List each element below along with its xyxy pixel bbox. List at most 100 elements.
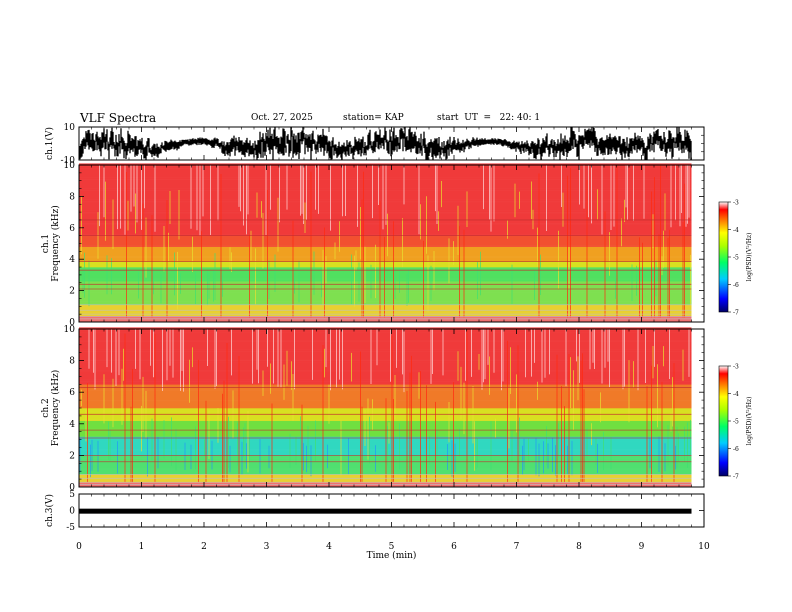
ch2-spectrogram-band <box>79 431 692 434</box>
ch1-spectrogram-band <box>79 191 692 194</box>
ch1-spectrogram-ylabel-channel: ch.1 <box>41 234 51 253</box>
ch1-spectrogram-band <box>79 166 692 169</box>
ch1-spectrogram-band <box>79 320 692 323</box>
ch1-spectrogram-band <box>79 229 692 232</box>
ch2-spectrogram-band <box>79 344 692 347</box>
ch1-spectrogram-quiet-streaks <box>99 165 690 236</box>
ch1-spectrogram-band <box>79 279 692 282</box>
ch1-spectrogram-band <box>79 318 692 321</box>
ch2-spectrogram-band <box>79 333 692 336</box>
ch2-spectrogram-band <box>79 359 692 361</box>
ch1-spectrogram-band <box>79 207 692 210</box>
ch1-spectrogram-band <box>79 262 692 265</box>
ch2-spectrogram-band <box>79 384 692 387</box>
ch2-spectrogram-band <box>79 442 692 445</box>
ch2-spectrogram-band <box>79 360 692 363</box>
xtick-label: 7 <box>514 542 520 552</box>
ch2-spectrogram-band <box>79 398 692 401</box>
ch1-spectrogram-ytick-label: 6 <box>69 224 75 234</box>
ch1-spectrogram-band <box>79 290 692 293</box>
ch1-spectrogram-band <box>79 169 692 172</box>
ch2-spectrogram-band <box>79 363 692 366</box>
ch2-spectrogram-band <box>79 385 692 388</box>
ch1-spectrogram-band <box>79 254 692 257</box>
ch1-spectrogram-band <box>79 245 692 247</box>
ch2-spectrogram-band <box>79 340 692 342</box>
ch1-spectrogram-band <box>79 270 692 273</box>
xtick-label: 6 <box>451 542 457 552</box>
ch2-spectrogram-band <box>79 471 692 474</box>
ch1-spectrogram-band <box>79 303 692 306</box>
ch1-spectrogram-band <box>79 190 692 192</box>
ch2-spectrogram-band <box>79 354 692 357</box>
ch1-spectrogram-band <box>79 193 692 196</box>
ch2-spectrogram-band <box>79 428 692 431</box>
ch1-spectrogram-colorbar <box>718 201 729 313</box>
ch1-spectrogram-ytick-label: 2 <box>69 287 75 297</box>
ch2-spectrogram-colorbar-tick-label: -3 <box>733 364 739 371</box>
ch1-spectrogram-band <box>79 276 692 279</box>
ch1-spectrogram-band <box>79 252 692 255</box>
ch2-spectrogram-yellow-streaks <box>81 346 684 476</box>
ch2-spectrogram-band <box>79 365 692 368</box>
ch2-spectrogram-band <box>79 401 692 404</box>
ch1-spectrogram-band <box>79 293 692 296</box>
ch2-spectrogram-ytick-label: 4 <box>69 420 75 430</box>
ch2-spectrogram-band <box>79 420 692 423</box>
ch2-spectrogram-band <box>79 381 692 384</box>
ch1-spectrogram-band <box>79 183 692 186</box>
ch2-spectrogram-colorbar-label: log(PSD)(V²/Hz) <box>746 397 753 446</box>
ch2-spectrogram-band <box>79 422 692 425</box>
ch2-spectrogram-band <box>79 417 692 420</box>
ch2-spectrogram-band <box>79 403 692 406</box>
ch1-spectrogram-band <box>79 307 692 310</box>
ch2-spectrogram-band <box>79 472 692 475</box>
ch2-spectrogram-band <box>79 485 692 488</box>
ch1-spectrogram-band <box>79 274 692 277</box>
xtick-label: 10 <box>698 542 710 552</box>
ch2-spectrogram-band <box>79 393 692 396</box>
ch1-spectrogram-band <box>79 241 692 244</box>
ch1-spectrogram-band <box>79 227 692 230</box>
ch2-spectrogram-band <box>79 338 692 341</box>
ch2-spectrogram-band <box>79 449 692 451</box>
ch2-spectrogram-band <box>79 411 692 414</box>
ch2-spectrogram-band <box>79 351 692 353</box>
ch2-spectrogram-colorbar-tick-label: -6 <box>733 446 739 453</box>
ch1-spectrogram-band <box>79 219 692 222</box>
ch2-spectrogram-band <box>79 482 692 485</box>
ch2-spectrogram-quiet-streaks <box>88 329 690 393</box>
ch2-spectrogram-band <box>79 362 692 365</box>
ch1-spectrogram-green-streaks <box>82 251 657 307</box>
ch1-spectrogram-band <box>79 281 692 284</box>
ch1-spectrogram-band <box>79 285 692 288</box>
ch2-spectrogram-band <box>79 406 692 409</box>
ch2-spectrogram-band <box>79 379 692 382</box>
ch1-spectrogram-band <box>79 165 692 167</box>
ch1-spectrogram-band <box>79 251 692 254</box>
ch2-spectrogram-band <box>79 455 692 458</box>
ch2-spectrogram-ytick-label: 0 <box>69 483 75 493</box>
ch2-spectrogram-band <box>79 343 692 346</box>
ch1-spectrogram-band <box>79 201 692 203</box>
ch1-spectrogram-band <box>79 243 692 246</box>
ch1-spectrogram-ytick-label: 10 <box>64 161 76 171</box>
ch1-spectrogram-band <box>79 312 692 315</box>
ch1-spectrogram-band <box>79 168 692 171</box>
ch1-spectrogram-band <box>79 182 692 185</box>
ch2-spectrogram-band <box>79 371 692 374</box>
start-time-label: start UT = 22: 40: 1 <box>437 113 541 123</box>
ch2-spectrogram-band <box>79 347 692 350</box>
ch1-spectrogram-band <box>79 194 692 197</box>
ch1-spectrogram-colorbar-tick-label: -6 <box>733 282 739 289</box>
chart-title: VLF Spectra <box>80 111 157 125</box>
ch1-spectrogram-band <box>79 265 692 268</box>
ch2-spectrogram-band <box>79 469 692 472</box>
ch1-spectrogram-band <box>79 223 692 225</box>
ch2-spectrogram-band <box>79 450 692 453</box>
ch1-spectrogram-sferic-streaks <box>126 165 685 318</box>
ch2-spectrogram-band <box>79 456 692 459</box>
ch1-spectrogram-band <box>79 197 692 200</box>
ch2-spectrogram-band <box>79 368 692 371</box>
ch1-spectrogram-band <box>79 249 692 252</box>
